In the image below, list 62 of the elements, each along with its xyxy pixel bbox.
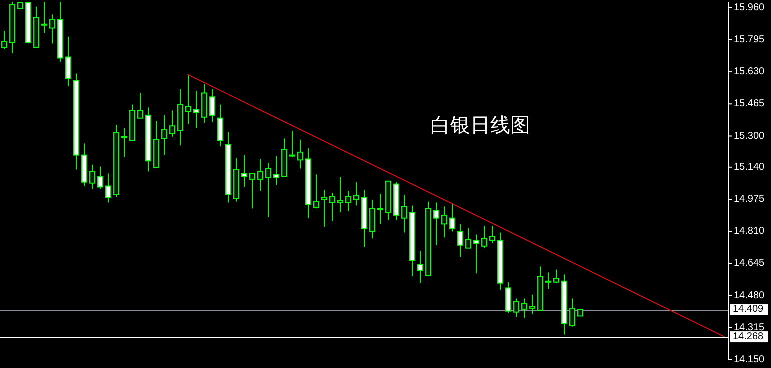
candlestick xyxy=(210,88,216,123)
candlestick xyxy=(258,158,264,192)
candlestick xyxy=(346,190,352,212)
y-tick-label: 15.465 xyxy=(734,98,766,110)
candlestick xyxy=(474,234,480,274)
candlestick xyxy=(138,92,144,119)
candlestick xyxy=(530,294,536,315)
candlestick xyxy=(122,128,128,158)
y-tick-label: 15.300 xyxy=(734,130,766,142)
candlestick xyxy=(194,90,200,129)
ref-line-label: 14.409 xyxy=(733,304,764,316)
candlestick xyxy=(370,199,376,240)
candlestick xyxy=(554,269,560,284)
y-tick-label: 14.645 xyxy=(734,258,766,270)
candlestick xyxy=(490,226,496,244)
candlestick xyxy=(218,104,224,148)
candlestick xyxy=(466,228,472,249)
candlestick xyxy=(42,2,48,34)
candlestick xyxy=(418,250,424,284)
candlestick xyxy=(50,14,56,44)
y-tick-label: 14.315 xyxy=(734,322,766,334)
y-tick-label: 14.150 xyxy=(734,354,766,366)
y-tick-label: 14.975 xyxy=(734,194,766,205)
candlestick xyxy=(330,192,336,222)
candlestick xyxy=(546,272,552,290)
candlestick xyxy=(338,177,344,214)
candlestick xyxy=(442,206,448,238)
candlestick xyxy=(250,173,256,210)
ref-line-label: 14.268 xyxy=(733,332,764,343)
y-tick-label: 15.960 xyxy=(734,2,766,14)
candlestick xyxy=(2,30,8,50)
candlestick xyxy=(322,190,328,228)
candlestick xyxy=(242,154,248,188)
candlestick xyxy=(98,166,104,190)
candlestick xyxy=(482,226,488,249)
candlestick xyxy=(290,130,296,158)
candlestick xyxy=(522,298,528,319)
y-tick-label: 14.480 xyxy=(734,290,766,302)
candlestick xyxy=(162,114,168,156)
y-tick-label: 15.795 xyxy=(734,34,766,46)
candlestick xyxy=(450,203,456,232)
candlestick xyxy=(434,202,440,246)
candlestick xyxy=(570,298,576,328)
candlestick xyxy=(298,139,304,170)
candlestick xyxy=(402,194,408,234)
candlestick xyxy=(378,194,384,225)
text: 白银日线图 xyxy=(430,113,530,137)
candlestick xyxy=(458,224,464,258)
candlestick xyxy=(506,282,512,314)
candlestick xyxy=(106,173,112,204)
candlestick xyxy=(266,162,272,218)
candlestick xyxy=(90,164,96,190)
candlestick xyxy=(170,110,176,138)
candlestick xyxy=(274,156,280,186)
candlestick xyxy=(66,36,72,87)
y-tick-label: 15.140 xyxy=(734,162,766,173)
candlestick xyxy=(186,74,192,125)
candlestick xyxy=(514,298,520,318)
candlestick xyxy=(314,174,320,210)
candlestick xyxy=(354,182,360,206)
y-tick-label: 14.810 xyxy=(734,226,766,238)
y-tick-label: 15.630 xyxy=(734,66,766,78)
